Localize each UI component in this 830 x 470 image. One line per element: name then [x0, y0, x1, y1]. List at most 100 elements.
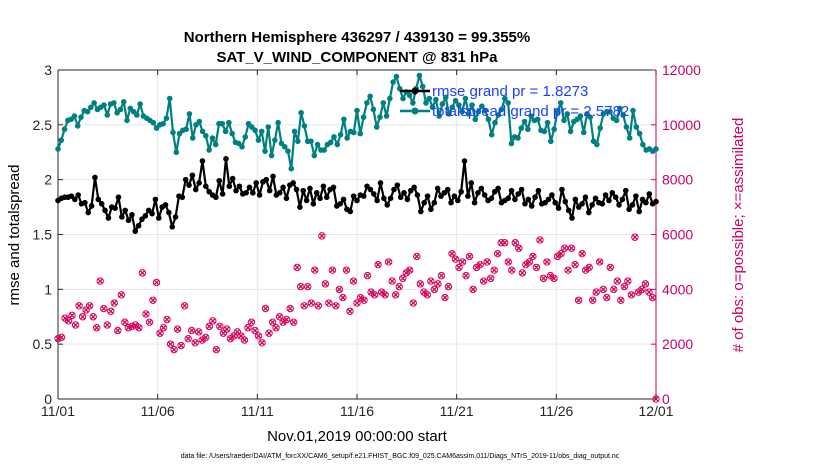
totalspread-point: [482, 107, 488, 114]
obs-possible-point: [152, 278, 161, 287]
rmse-point: [424, 193, 431, 199]
obs-possible-point: [596, 258, 604, 266]
obs-possible-point: [92, 324, 101, 332]
obs-assimilated-point: [86, 303, 93, 309]
obs-possible-point: [177, 341, 185, 350]
rmse-point: [387, 195, 394, 202]
obs-possible-point: [254, 332, 263, 340]
obs-assimilated-point: [65, 318, 72, 324]
obs-assimilated-point: [259, 340, 265, 346]
obs-possible-point: [117, 291, 126, 299]
totalspread-point: [518, 125, 525, 131]
obs-possible-point: [195, 328, 203, 336]
rmse-point: [119, 214, 125, 220]
y-left-tick-label: 2.5: [33, 117, 53, 133]
obs-assimilated-point: [343, 267, 350, 273]
obs-assimilated-point: [494, 250, 501, 257]
totalspread-point: [321, 147, 327, 153]
obs-assimilated-point: [414, 253, 420, 260]
obs-assimilated-point: [463, 272, 469, 279]
rmse-point: [226, 183, 233, 190]
rmse-point: [360, 193, 367, 199]
totalspread-point: [344, 135, 350, 141]
obs-possible-point: [617, 296, 625, 304]
rmse-point: [421, 199, 427, 206]
totalspread-point: [620, 112, 626, 118]
obs-assimilated-point: [58, 334, 65, 341]
rmse-point: [444, 186, 451, 193]
rmse-point: [505, 195, 511, 202]
rmse-point: [152, 196, 159, 203]
obs-possible-point: [135, 324, 143, 332]
totalspread-point: [607, 108, 613, 115]
totalspread-point: [166, 95, 173, 102]
rmse-point: [223, 156, 229, 162]
rmse-point: [192, 186, 199, 193]
totalspread-point: [623, 124, 630, 130]
obs-assimilated-point: [90, 313, 96, 320]
obs-possible-point: [624, 277, 632, 285]
rmse-point: [391, 186, 397, 193]
obs-assimilated-point: [632, 234, 638, 241]
totalspread-point: [58, 137, 65, 143]
rmse-point: [528, 203, 535, 209]
totalspread-point: [495, 112, 502, 118]
rmse-point: [606, 197, 612, 204]
rmse-point: [461, 158, 468, 164]
rmse-point: [323, 194, 330, 201]
rmse-point: [132, 228, 139, 235]
obs-assimilated-point: [551, 275, 557, 282]
totalspread-point: [117, 106, 124, 113]
obs-assimilated-point: [509, 267, 515, 273]
y-left-tick-labels: 0 0.5 1 1.5 2 2.5 3: [33, 62, 53, 407]
rmse-point: [129, 211, 135, 218]
obs-assimilated-point: [195, 329, 202, 335]
totalspread-point: [134, 112, 140, 118]
rmse-point: [599, 200, 606, 207]
obs-possible-point: [54, 334, 62, 343]
obs-assimilated-point: [625, 278, 631, 284]
obs-possible-point: [441, 293, 449, 302]
rmse-point: [619, 196, 626, 203]
obs-assimilated-point: [456, 264, 462, 271]
obs-assimilated-point: [336, 286, 343, 293]
totalspread-point: [419, 83, 426, 90]
obs-possible-point: [360, 296, 368, 304]
rmse-point: [448, 199, 454, 206]
obs-assimilated-point: [297, 283, 304, 290]
obs-assimilated-point: [589, 297, 596, 304]
obs-possible-point: [610, 285, 618, 294]
rmse-point: [468, 180, 475, 186]
obs-possible-point: [501, 239, 509, 247]
obs-assimilated-point: [354, 300, 360, 306]
obs-possible-point: [416, 280, 425, 288]
totalspread-point: [380, 100, 387, 106]
obs-assimilated-point: [466, 253, 473, 260]
obs-possible-point: [321, 280, 330, 288]
totalspread-point: [426, 95, 433, 102]
obs-assimilated-point: [347, 308, 353, 315]
obs-possible-point: [307, 299, 315, 307]
obs-possible-point: [486, 274, 495, 283]
obs-assimilated-point: [262, 305, 269, 312]
totalspread-point: [617, 105, 623, 112]
obs-assimilated-point: [470, 286, 476, 293]
totalspread-point: [252, 127, 258, 134]
obs-assimilated-point: [505, 259, 512, 265]
obs-possible-point: [543, 258, 551, 266]
obs-possible-point: [458, 258, 467, 266]
obs-possible-point: [627, 291, 636, 299]
obs-assimilated-point: [315, 303, 322, 309]
rmse-point: [579, 200, 585, 207]
obs-assimilated-point: [276, 313, 283, 320]
totalspread-point: [189, 135, 196, 141]
obs-possible-point: [560, 244, 569, 252]
obs-possible-point: [335, 285, 344, 294]
totalspread-point: [206, 147, 212, 153]
obs-assimilated-point: [649, 294, 656, 301]
obs-possible-point: [648, 293, 657, 302]
totalspread-point: [308, 138, 314, 145]
rmse-point: [125, 217, 132, 224]
y-left-tick-label: 1.5: [33, 227, 53, 243]
totalspread-point: [199, 128, 206, 135]
